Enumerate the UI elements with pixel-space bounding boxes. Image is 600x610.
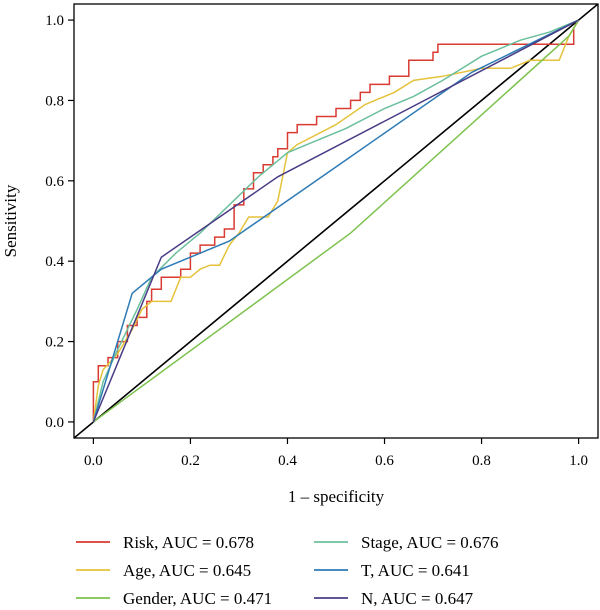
legend: Risk, AUC = 0.678 Age, AUC = 0.645 Gender,… [76,533,499,608]
legend-label: Age, AUC = 0.645 [123,561,251,580]
series-line-4 [92,19,579,423]
y-tick-label: 0.4 [45,254,64,270]
series-line-6 [92,19,579,423]
x-tick-label: 0.0 [84,453,103,469]
x-tick-label: 0.2 [181,453,200,469]
series-line-3 [92,19,580,423]
x-tick-label: 0.8 [472,453,491,469]
y-axis-label: Sensitivity [1,184,20,257]
series-line-5 [92,19,579,423]
legend-label: Stage, AUC = 0.676 [361,533,499,552]
legend-label: N, AUC = 0.647 [361,589,474,608]
legend-label: Risk, AUC = 0.678 [123,533,254,552]
y-tick-label: 1.0 [45,13,64,29]
y-tick-label: 0.6 [45,174,64,190]
x-tick-label: 0.6 [375,453,394,469]
y-tick-label: 0.0 [45,415,64,431]
legend-label: Gender, AUC = 0.471 [123,589,272,608]
x-tick-label: 1.0 [569,453,588,469]
y-tick-label: 0.8 [45,93,64,109]
series-line-2 [92,19,580,423]
x-axis-label: 1 – specificity [288,487,385,506]
y-tick-label: 0.2 [45,335,64,351]
plot-frame [73,3,599,439]
legend-label: T, AUC = 0.641 [361,561,470,580]
reference-diagonal [74,4,598,438]
x-tick-label: 0.4 [278,453,297,469]
